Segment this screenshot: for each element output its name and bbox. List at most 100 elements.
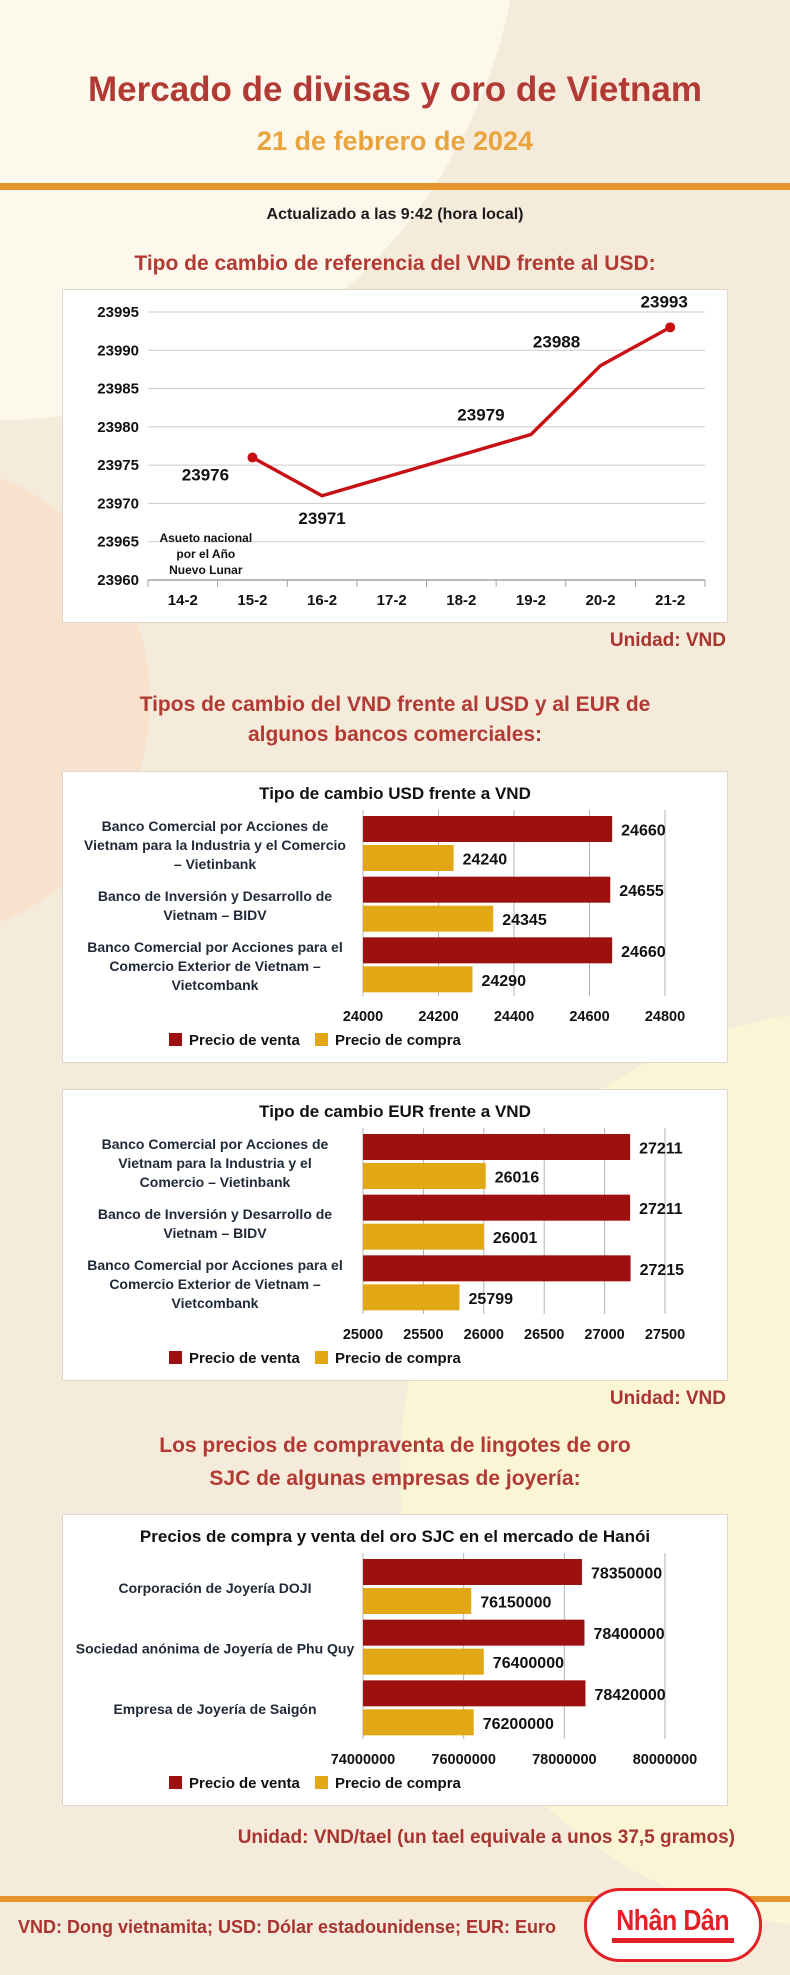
svg-text:Comercio Exterior de Vietnam –: Comercio Exterior de Vietnam –	[109, 958, 321, 974]
svg-text:21-2: 21-2	[655, 592, 685, 609]
svg-text:24000: 24000	[343, 1009, 383, 1025]
svg-text:Vietnam para la Industria y el: Vietnam para la Industria y el	[118, 1155, 311, 1171]
svg-text:23960: 23960	[97, 572, 139, 589]
svg-text:23970: 23970	[97, 495, 139, 512]
svg-text:27211: 27211	[639, 1141, 683, 1158]
svg-text:Banco de Inversión y Desarroll: Banco de Inversión y Desarrollo de	[98, 888, 332, 904]
svg-text:Vietnam – BIDV: Vietnam – BIDV	[163, 907, 267, 923]
svg-text:Banco Comercial por Acciones p: Banco Comercial por Acciones para el	[87, 939, 342, 955]
svg-text:Nuevo Lunar: Nuevo Lunar	[169, 563, 243, 577]
svg-text:23988: 23988	[533, 333, 580, 352]
reference-rate-line-chart: 23960 23965 23970 23975 23980 23985 23990 23995…	[97, 292, 706, 609]
svg-text:23965: 23965	[97, 534, 139, 551]
svg-text:Tipo de cambio USD frente a VN: Tipo de cambio USD frente a VND	[259, 784, 531, 803]
svg-text:Precio de compra: Precio de compra	[335, 1350, 462, 1367]
line-chart-card: 23960 23965 23970 23975 23980 23985 23990 23995…	[62, 289, 728, 623]
svg-text:24240: 24240	[463, 852, 508, 869]
svg-text:27215: 27215	[640, 1262, 685, 1279]
svg-text:Banco Comercial por Acciones d: Banco Comercial por Acciones de	[102, 818, 329, 834]
section-title-gold: Los precios de compraventa de lingotes d…	[75, 1429, 715, 1495]
svg-text:Banco de Inversión y Desarroll: Banco de Inversión y Desarrollo de	[98, 1206, 332, 1222]
svg-text:20-2: 20-2	[586, 592, 616, 609]
svg-text:24660: 24660	[621, 944, 666, 961]
svg-text:por el Año: por el Año	[176, 547, 235, 561]
unit-note-banks: Unidad: VND	[609, 1388, 726, 1409]
svg-text:78000000: 78000000	[532, 1752, 597, 1768]
svg-text:17-2: 17-2	[377, 592, 407, 609]
svg-text:Banco Comercial por Acciones d: Banco Comercial por Acciones de	[102, 1136, 329, 1152]
section-title-bank-rates-line1: Tipos de cambio del VND frente al USD y …	[139, 693, 651, 716]
svg-text:25799: 25799	[469, 1291, 514, 1308]
svg-text:Precio de venta: Precio de venta	[189, 1775, 301, 1792]
eur-vnd-bar-chart: Tipo de cambio EUR frente a VND 25000 2550…	[87, 1102, 685, 1367]
section-title-bank-rates: Tipos de cambio del VND frente al USD y …	[75, 690, 715, 750]
abbreviations-note: VND: Dong vietnamita; USD: Dólar estadou…	[18, 1917, 557, 1937]
svg-text:78420000: 78420000	[594, 1687, 665, 1704]
svg-text:Vietnam – BIDV: Vietnam – BIDV	[163, 1225, 267, 1241]
svg-text:26016: 26016	[495, 1170, 540, 1187]
svg-text:24800: 24800	[645, 1009, 685, 1025]
svg-text:76150000: 76150000	[480, 1595, 551, 1612]
svg-text:Vietnam para la Industria y el: Vietnam para la Industria y el Comercio	[84, 837, 346, 853]
svg-text:78400000: 78400000	[593, 1626, 664, 1643]
svg-text:23985: 23985	[97, 381, 139, 398]
bottom-divider	[0, 1896, 790, 1902]
section-title-bank-rates-line2: algunos bancos comerciales:	[247, 723, 543, 746]
svg-text:24345: 24345	[502, 912, 547, 929]
svg-text:Asueto nacional: Asueto nacional	[159, 531, 252, 545]
svg-text:– Vietinbank: – Vietinbank	[174, 856, 256, 872]
usd-vnd-bar-chart: Tipo de cambio USD frente a VND 24000 2420…	[84, 784, 685, 1049]
svg-text:Precios de compra y venta del: Precios de compra y venta del oro SJC en…	[140, 1527, 650, 1546]
svg-text:25500: 25500	[403, 1327, 443, 1343]
svg-text:76000000: 76000000	[431, 1752, 496, 1768]
svg-text:Comercio – Vietinbank: Comercio – Vietinbank	[140, 1174, 291, 1190]
svg-text:26500: 26500	[524, 1327, 564, 1343]
svg-text:76200000: 76200000	[483, 1716, 554, 1733]
svg-text:23979: 23979	[457, 406, 504, 425]
svg-text:Tipo de cambio EUR frente a VN: Tipo de cambio EUR frente a VND	[259, 1102, 531, 1121]
svg-text:23975: 23975	[97, 457, 139, 474]
svg-text:Precio de venta: Precio de venta	[189, 1350, 301, 1367]
unit-note-reference: Unidad: VND	[609, 630, 726, 651]
gold-sjc-bar-chart: Precios de compra y venta del oro SJC en…	[76, 1527, 698, 1792]
svg-text:74000000: 74000000	[331, 1752, 396, 1768]
svg-text:78350000: 78350000	[591, 1566, 662, 1583]
svg-text:Sociedad anónima de Joyería de: Sociedad anónima de Joyería de Phu Quy	[76, 1641, 355, 1657]
svg-text:Corporación de Joyería DOJI: Corporación de Joyería DOJI	[119, 1580, 312, 1596]
nhan-dan-logo-underline	[612, 1938, 734, 1943]
gold-chart-card: Precios de compra y venta del oro SJC en…	[62, 1514, 728, 1806]
svg-text:27211: 27211	[639, 1201, 683, 1218]
svg-text:24660: 24660	[621, 823, 666, 840]
page-date: 21 de febrero de 2024	[256, 126, 534, 156]
svg-text:Vietcombank: Vietcombank	[172, 977, 259, 993]
svg-text:Precio de compra: Precio de compra	[335, 1775, 462, 1792]
svg-text:Banco Comercial por Acciones p: Banco Comercial por Acciones para el	[87, 1257, 342, 1273]
unit-note-gold: Unidad: VND/tael (un tael equivale a uno…	[237, 1827, 735, 1848]
svg-text:80000000: 80000000	[633, 1752, 698, 1768]
section-title-gold-line2: SJC de algunas empresas de joyería:	[209, 1467, 581, 1490]
eur-chart-card: Tipo de cambio EUR frente a VND 25000 2550…	[62, 1089, 728, 1381]
svg-text:26001: 26001	[493, 1230, 538, 1247]
svg-text:23993: 23993	[641, 292, 688, 311]
svg-text:26000: 26000	[464, 1327, 504, 1343]
svg-text:Vietcombank: Vietcombank	[172, 1295, 259, 1311]
svg-text:24655: 24655	[619, 883, 664, 900]
svg-text:23990: 23990	[97, 342, 139, 359]
svg-text:Precio de compra: Precio de compra	[335, 1032, 462, 1049]
svg-text:25000: 25000	[343, 1327, 383, 1343]
svg-text:24290: 24290	[481, 973, 526, 990]
page-title: Mercado de divisas y oro de Vietnam	[87, 70, 703, 109]
svg-text:24600: 24600	[569, 1009, 609, 1025]
svg-text:23976: 23976	[182, 465, 229, 484]
section-title-gold-line1: Los precios de compraventa de lingotes d…	[159, 1434, 631, 1457]
svg-text:23995: 23995	[97, 304, 139, 321]
svg-text:24400: 24400	[494, 1009, 534, 1025]
svg-text:23971: 23971	[298, 509, 345, 528]
svg-text:76400000: 76400000	[493, 1655, 564, 1672]
svg-text:23980: 23980	[97, 419, 139, 436]
svg-text:16-2: 16-2	[307, 592, 337, 609]
svg-text:19-2: 19-2	[516, 592, 546, 609]
usd-chart-card: Tipo de cambio USD frente a VND 24000 2420…	[62, 771, 728, 1063]
svg-text:27500: 27500	[645, 1327, 685, 1343]
